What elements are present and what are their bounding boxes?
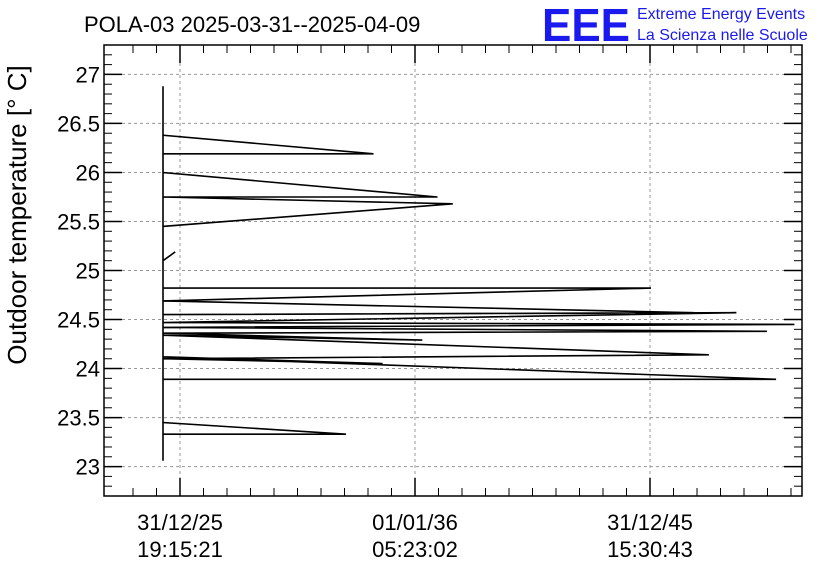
logo-line-1: Extreme Energy Events [637, 6, 805, 23]
y-tick-label: 23 [76, 455, 100, 480]
y-tick-label: 26.5 [57, 111, 100, 136]
y-tick-label: 27 [76, 62, 100, 87]
y-axis-label: Outdoor temperature [° C] [2, 65, 32, 364]
x-tick-label-time: 15:30:43 [607, 537, 693, 562]
logo-line-2: La Scienza nelle Scuole [637, 27, 808, 44]
x-tick-label-date: 31/12/25 [137, 510, 223, 535]
grid [104, 45, 802, 496]
y-tick-label: 23.5 [57, 406, 100, 431]
y-tick-label: 24.5 [57, 308, 100, 333]
x-tick-label-time: 05:23:02 [372, 537, 458, 562]
x-tick-label-time: 19:15:21 [137, 537, 223, 562]
axis-ticks [104, 45, 802, 496]
y-tick-label: 24 [76, 357, 100, 382]
y-tick-label: 25 [76, 259, 100, 284]
series-line [162, 86, 795, 461]
x-tick-label-date: 31/12/45 [607, 510, 693, 535]
y-tick-label: 25.5 [57, 209, 100, 234]
y-tick-labels: 23 23.5 24 24.5 25 25.5 26 26.5 27 [57, 62, 100, 479]
logo-mark: EEE [542, 0, 630, 51]
eee-logo: EEE Extreme Energy Events La Scienza nel… [542, 0, 808, 51]
y-tick-label: 26 [76, 160, 100, 185]
chart-title: POLA-03 2025-03-31--2025-04-09 [84, 12, 420, 37]
series-layer [162, 86, 795, 461]
x-tick-label-date: 01/01/36 [372, 510, 458, 535]
